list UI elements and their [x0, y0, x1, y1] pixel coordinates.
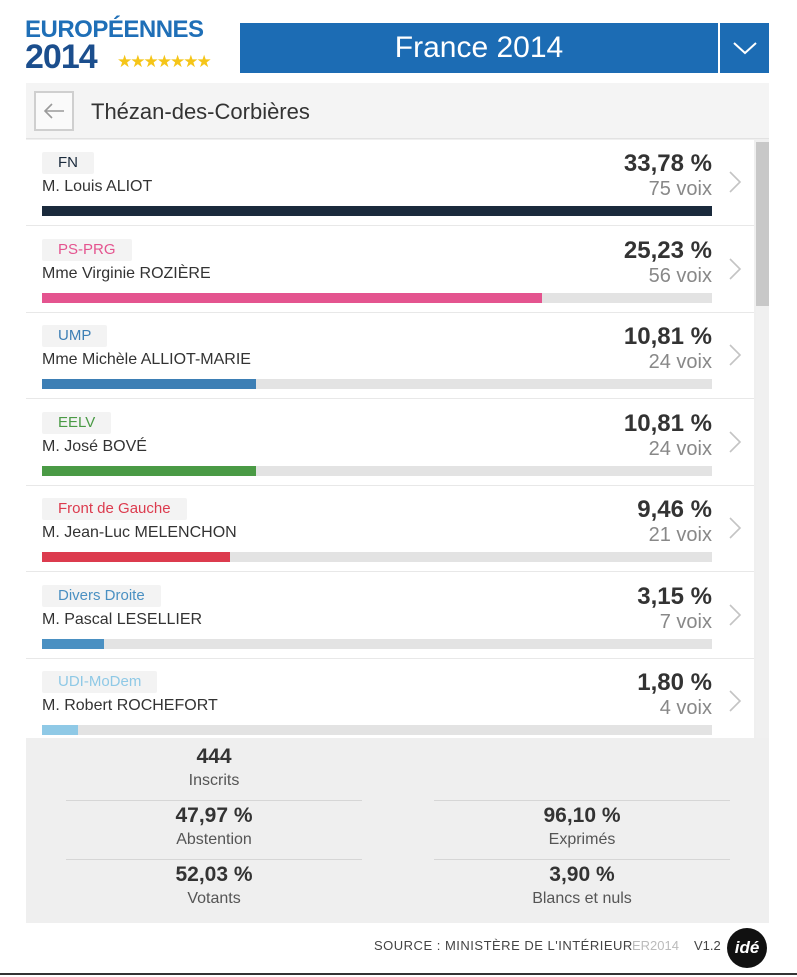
- country-title: France 2014: [394, 31, 564, 64]
- edition-code: ER2014: [632, 938, 679, 953]
- stat-inscrits: 444 Inscrits: [66, 745, 362, 790]
- chevron-right-icon: [729, 517, 742, 539]
- result-percent: 9,46 %: [637, 496, 712, 523]
- result-bar-track: [42, 552, 712, 562]
- result-percent: 25,23 %: [623, 236, 712, 264]
- stat-abstention: 47,97 % Abstention: [66, 804, 362, 849]
- result-bar-track: [42, 292, 712, 303]
- results-list[interactable]: FN M. Louis ALIOT 33,78 % 75 voix PS-PRG…: [26, 140, 754, 738]
- logo-stars-icon: ★★★★★★★: [117, 52, 212, 71]
- stat-value: 96,10 %: [543, 804, 621, 827]
- result-votes: 21 voix: [648, 524, 712, 546]
- stat-value: 47,97 %: [175, 804, 253, 827]
- stat-label: Blancs et nuls: [532, 890, 632, 907]
- party-badge: Front de Gauche: [42, 498, 187, 520]
- result-votes: 4 voix: [659, 697, 712, 719]
- result-bar-track: [42, 465, 712, 476]
- result-bar-fill: [42, 206, 712, 216]
- result-percent: 10,81 %: [623, 323, 712, 350]
- result-bar-fill: [42, 465, 256, 476]
- result-row[interactable]: PS-PRG Mme Virginie ROZIÈRE 25,23 % 56 v…: [26, 226, 754, 313]
- result-votes: 56 voix: [648, 264, 712, 287]
- result-votes: 7 voix: [659, 610, 712, 633]
- scrollbar-thumb[interactable]: [756, 142, 769, 306]
- stat-divider: [434, 800, 730, 801]
- result-bar-track: [42, 638, 712, 649]
- country-selector[interactable]: France 2014: [240, 23, 718, 73]
- europeennes-2014-logo: EUROPÉENNES 2014 ★★★★★★★: [25, 16, 225, 76]
- result-row[interactable]: Divers Droite M. Pascal LESELLIER 3,15 %…: [26, 572, 754, 659]
- chevron-right-icon: [729, 690, 742, 712]
- chevron-right-icon: [729, 344, 742, 366]
- stat-blancs-nuls: 3,90 % Blancs et nuls: [434, 863, 730, 908]
- result-votes: 24 voix: [648, 437, 712, 460]
- stat-label: Inscrits: [188, 772, 240, 789]
- source-credit: SOURCE : MINISTÈRE DE L'INTÉRIEUR: [374, 938, 633, 953]
- candidate-name: Mme Virginie ROZIÈRE: [42, 264, 211, 282]
- candidate-name: M. José BOVÉ: [42, 437, 147, 455]
- chevron-right-icon: [729, 171, 742, 193]
- party-badge: Divers Droite: [42, 584, 161, 607]
- stat-label: Exprimés: [548, 831, 616, 848]
- result-bar-fill: [42, 552, 230, 562]
- candidate-name: M. Louis ALIOT: [42, 178, 153, 195]
- candidate-name: M. Pascal LESELLIER: [42, 610, 203, 628]
- version-label: V1.2: [694, 938, 721, 953]
- stat-label: Abstention: [176, 831, 252, 848]
- result-bar-track: [42, 725, 712, 735]
- party-badge: PS-PRG: [42, 238, 132, 261]
- candidate-name: M. Robert ROCHEFORT: [42, 697, 218, 714]
- bottom-divider: [0, 973, 797, 975]
- result-votes: 75 voix: [648, 178, 712, 200]
- result-percent: 10,81 %: [623, 409, 712, 437]
- result-row[interactable]: UDI-MoDem M. Robert ROCHEFORT 1,80 % 4 v…: [26, 659, 754, 738]
- chevron-right-icon: [729, 430, 742, 453]
- result-row[interactable]: EELV M. José BOVÉ 10,81 % 24 voix: [26, 399, 754, 486]
- result-row[interactable]: Front de Gauche M. Jean-Luc MELENCHON 9,…: [26, 486, 754, 572]
- result-percent: 1,80 %: [637, 669, 712, 696]
- commune-name: Thézan-des-Corbières: [91, 99, 310, 124]
- stat-divider: [66, 800, 362, 801]
- stat-label: Votants: [187, 890, 241, 907]
- result-bar-track: [42, 379, 712, 389]
- stat-exprimes: 96,10 % Exprimés: [434, 804, 730, 849]
- result-bar-fill: [42, 292, 542, 303]
- result-votes: 24 voix: [648, 351, 712, 373]
- ide-logo[interactable]: idé: [727, 928, 767, 968]
- logo-title: EUROPÉENNES: [25, 16, 204, 43]
- arrow-left-icon: [43, 103, 64, 119]
- result-bar-fill: [42, 725, 78, 735]
- result-bar-fill: [42, 379, 256, 389]
- back-button[interactable]: [34, 91, 74, 131]
- result-bar-fill: [42, 638, 104, 649]
- stat-votants: 52,03 % Votants: [66, 863, 362, 908]
- chevron-right-icon: [729, 603, 742, 626]
- results-panel: Thézan-des-Corbières FN M. Louis ALIOT 3…: [26, 83, 769, 923]
- chevron-right-icon: [729, 257, 742, 280]
- result-row[interactable]: FN M. Louis ALIOT 33,78 % 75 voix: [26, 140, 754, 226]
- commune-header: Thézan-des-Corbières: [26, 83, 769, 139]
- stat-divider: [434, 859, 730, 860]
- country-dropdown-button[interactable]: [720, 23, 769, 73]
- result-percent: 3,15 %: [637, 582, 712, 610]
- candidate-name: Mme Michèle ALLIOT-MARIE: [42, 351, 251, 368]
- stat-value: 52,03 %: [175, 863, 253, 886]
- stat-value: 444: [196, 745, 232, 768]
- stat-divider: [66, 859, 362, 860]
- result-percent: 33,78 %: [623, 150, 712, 177]
- party-badge: FN: [42, 152, 94, 174]
- party-badge: EELV: [42, 411, 112, 434]
- party-badge: UMP: [42, 325, 108, 347]
- logo-year: 2014: [25, 38, 98, 76]
- results-scrollbar[interactable]: [756, 140, 769, 738]
- result-row[interactable]: UMP Mme Michèle ALLIOT-MARIE 10,81 % 24 …: [26, 313, 754, 399]
- party-badge: UDI-MoDem: [42, 671, 158, 693]
- chevron-down-icon: [732, 42, 757, 55]
- result-bar-track: [42, 206, 712, 216]
- candidate-name: M. Jean-Luc MELENCHON: [42, 524, 237, 541]
- stat-value: 3,90 %: [549, 863, 615, 886]
